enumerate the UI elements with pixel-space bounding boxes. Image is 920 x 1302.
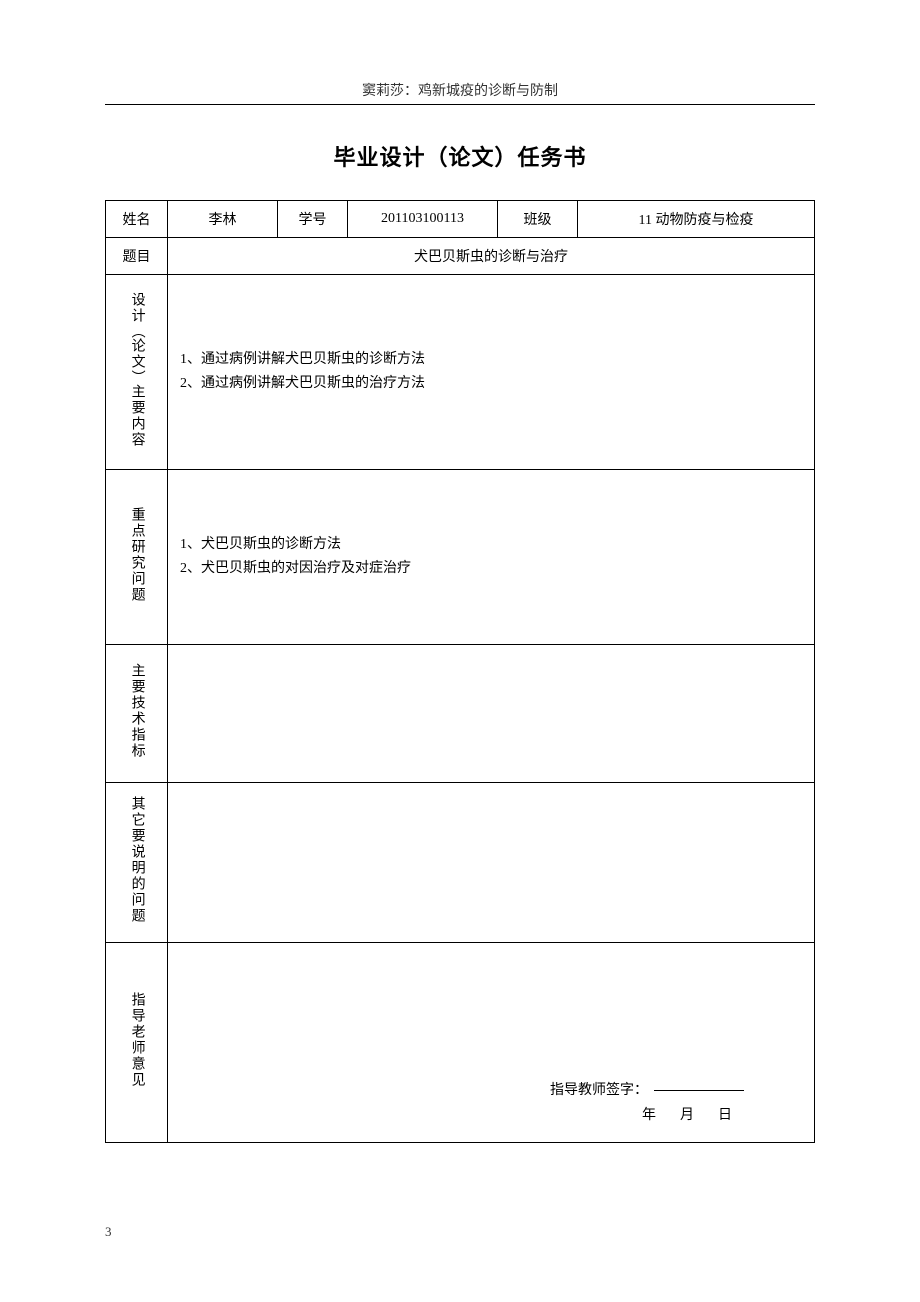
- studentid-value: 201103100113: [348, 201, 498, 238]
- key-label-text: 重点研究问题: [127, 507, 145, 603]
- signature-underline: [654, 1090, 744, 1091]
- other-label-text: 其它要说明的问题: [127, 796, 145, 924]
- topic-row: 题目 犬巴贝斯虫的诊断与治疗: [106, 238, 815, 275]
- design-label-part3: 主要内容: [130, 384, 145, 448]
- tech-label: 主要技术指标: [106, 645, 168, 783]
- name-label: 姓名: [106, 201, 168, 238]
- tech-row: 主要技术指标: [106, 645, 815, 783]
- design-label-part2: 论文: [130, 338, 145, 370]
- design-label-part1: 设计: [130, 292, 145, 324]
- date-line: 年月日: [188, 1103, 744, 1128]
- teacher-label: 指导老师意见: [106, 943, 168, 1143]
- signature-label: 指导教师签字：: [550, 1083, 648, 1098]
- task-form-table: 姓名 李林 学号 201103100113 班级 11 动物防疫与检疫 题目 犬…: [105, 200, 815, 1143]
- design-line2: 2、通过病例讲解犬巴贝斯虫的治疗方法: [180, 372, 802, 396]
- design-line1: 1、通过病例讲解犬巴贝斯虫的诊断方法: [180, 348, 802, 372]
- studentid-label: 学号: [278, 201, 348, 238]
- teacher-label-text: 指导老师意见: [127, 992, 145, 1088]
- key-content: 1、犬巴贝斯虫的诊断方法 2、犬巴贝斯虫的对因治疗及对症治疗: [168, 470, 815, 645]
- key-line2: 2、犬巴贝斯虫的对因治疗及对症治疗: [180, 557, 802, 581]
- signature-line: 指导教师签字：: [188, 1078, 744, 1103]
- key-line1: 1、犬巴贝斯虫的诊断方法: [180, 533, 802, 557]
- class-value: 11 动物防疫与检疫: [578, 201, 815, 238]
- other-label: 其它要说明的问题: [106, 783, 168, 943]
- page-number: 3: [105, 1224, 112, 1240]
- design-label: 设计（论文）主要内容: [106, 275, 168, 470]
- topic-value: 犬巴贝斯虫的诊断与治疗: [168, 238, 815, 275]
- design-label-paren1: （: [130, 324, 145, 338]
- day-label: 日: [718, 1108, 732, 1123]
- class-label: 班级: [498, 201, 578, 238]
- design-row: 设计（论文）主要内容 1、通过病例讲解犬巴贝斯虫的诊断方法 2、通过病例讲解犬巴…: [106, 275, 815, 470]
- design-label-paren2: ）: [130, 370, 145, 384]
- teacher-row: 指导老师意见 指导教师签字： 年 月 日: [106, 943, 815, 1143]
- year-label: 年: [642, 1108, 656, 1123]
- name-value: 李林: [168, 201, 278, 238]
- other-row: 其它要说明的问题: [106, 783, 815, 943]
- page-header: 窦莉莎：鸡新城疫的诊断与防制: [105, 80, 815, 105]
- document-title: 毕业设计（论文）任务书: [105, 140, 815, 172]
- topic-label: 题目: [106, 238, 168, 275]
- month-label: 月: [680, 1108, 694, 1123]
- tech-content: [168, 645, 815, 783]
- info-row: 姓名 李林 学号 201103100113 班级 11 动物防疫与检疫: [106, 201, 815, 238]
- signature-block: 指导教师签字： 年 月 日: [188, 1078, 794, 1132]
- tech-label-text: 主要技术指标: [127, 663, 145, 759]
- key-row: 重点研究问题 1、犬巴贝斯虫的诊断方法 2、犬巴贝斯虫的对因治疗及对症治疗: [106, 470, 815, 645]
- key-label: 重点研究问题: [106, 470, 168, 645]
- teacher-content: 指导教师签字： 年 月 日: [168, 943, 815, 1143]
- design-content: 1、通过病例讲解犬巴贝斯虫的诊断方法 2、通过病例讲解犬巴贝斯虫的治疗方法: [168, 275, 815, 470]
- other-content: [168, 783, 815, 943]
